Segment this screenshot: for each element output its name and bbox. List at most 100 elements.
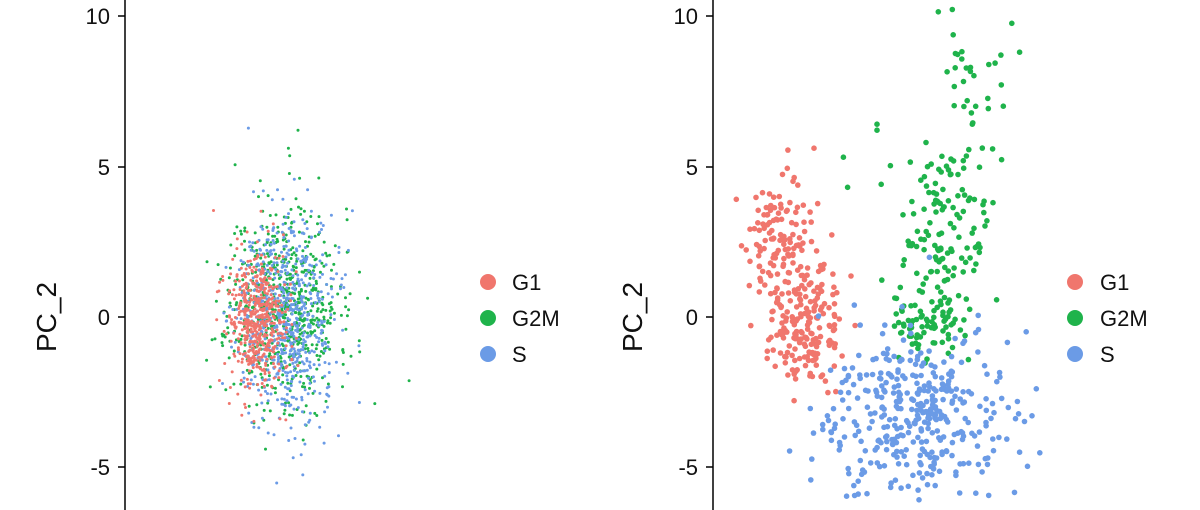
left-point-g2m [298,176,302,180]
left-point-s [279,382,283,386]
left-point-g1 [272,350,276,354]
right-point-s [912,361,919,368]
right-point-s [900,337,907,343]
left-point-s [287,227,291,230]
right-point-s [892,416,899,422]
left-point-s [266,238,270,242]
left-point-s [233,340,237,344]
right-point-g2m [963,296,970,302]
right-point-g1 [839,353,845,359]
left-point-g1 [258,347,262,351]
right-point-s [977,403,983,410]
right-point-s [945,381,951,388]
right-point-g1 [769,316,775,323]
left-legend-label-g1: G1 [512,270,541,295]
right-point-s [919,475,926,481]
right-point-g2m [932,180,939,187]
right-point-g1 [763,204,770,211]
right-point-g1 [785,269,792,276]
left-point-g1 [259,272,263,276]
left-point-g2m [290,253,294,257]
right-point-g2m [951,225,957,231]
left-point-g1 [242,272,246,275]
right-tick-label: 5 [686,155,698,180]
left-point-g2m [229,243,233,247]
left-point-g2m [299,212,303,216]
right-point-g1 [811,145,817,151]
right-point-g2m [967,64,974,71]
right-point-g1 [809,330,815,337]
left-point-g1 [254,284,258,288]
left-point-g2m [327,302,331,306]
left-point-g1 [264,280,267,284]
right-point-s [1016,449,1023,456]
right-point-g1 [767,272,774,279]
left-point-s [306,392,310,396]
left-point-g1 [248,348,252,352]
left-point-s [273,276,277,280]
left-point-s [301,281,305,285]
left-point-s [298,380,302,384]
right-point-g2m [940,309,946,316]
left-point-s [300,306,304,309]
right-point-g2m [961,317,967,323]
left-point-s [308,360,312,364]
right-point-s [862,448,869,454]
left-point-s [304,350,308,354]
right-point-s [1014,398,1021,405]
right-point-g1 [821,261,827,268]
left-point-g2m [357,339,361,343]
left-point-g2m [297,230,301,234]
right-point-g1 [764,355,770,362]
right-point-s [886,416,893,423]
right-point-s [825,417,832,424]
left-point-s [289,370,293,374]
left-point-g2m [275,263,279,267]
right-point-g1 [766,191,773,197]
left-point-s [227,305,231,309]
left-point-s [327,362,331,366]
left-point-g1 [267,307,271,311]
right-point-g1 [751,225,758,232]
left-point-g2m [321,376,324,380]
left-point-s [343,273,347,277]
left-point-s [300,278,304,282]
left-point-g1 [286,307,290,311]
left-point-g2m [303,268,307,272]
right-point-g2m [960,269,966,275]
right-point-s [989,400,996,407]
right-point-s [909,396,915,402]
left-point-s [300,296,304,300]
left-point-s [309,209,313,213]
left-point-g1 [276,332,280,336]
right-point-g2m [931,340,938,346]
right-point-g2m [958,255,965,261]
left-point-g1 [260,302,264,306]
right-point-g2m [965,197,972,204]
right-point-g2m [901,257,907,263]
left-point-s [274,267,278,271]
left-point-g2m [299,288,303,291]
left-point-s [272,241,276,245]
right-point-s [998,395,1005,402]
left-point-g1 [256,383,260,386]
left-point-s [276,358,280,362]
right-point-g2m [975,241,982,247]
left-point-g2m [239,337,243,341]
left-point-s [269,242,273,246]
right-point-g2m [998,82,1005,88]
right-point-g2m [1016,49,1023,55]
left-point-s [286,303,290,307]
left-point-g2m [208,385,212,389]
right-point-g2m [951,102,957,109]
right-point-s [957,396,963,402]
right-point-s [924,481,931,488]
left-point-g1 [250,310,254,314]
right-point-s [883,356,890,362]
right-point-g2m [939,153,945,160]
right-point-g1 [804,326,811,333]
right-point-g1 [770,308,776,315]
right-point-s [895,382,902,389]
right-point-s [1024,463,1031,470]
left-point-s [305,368,309,372]
